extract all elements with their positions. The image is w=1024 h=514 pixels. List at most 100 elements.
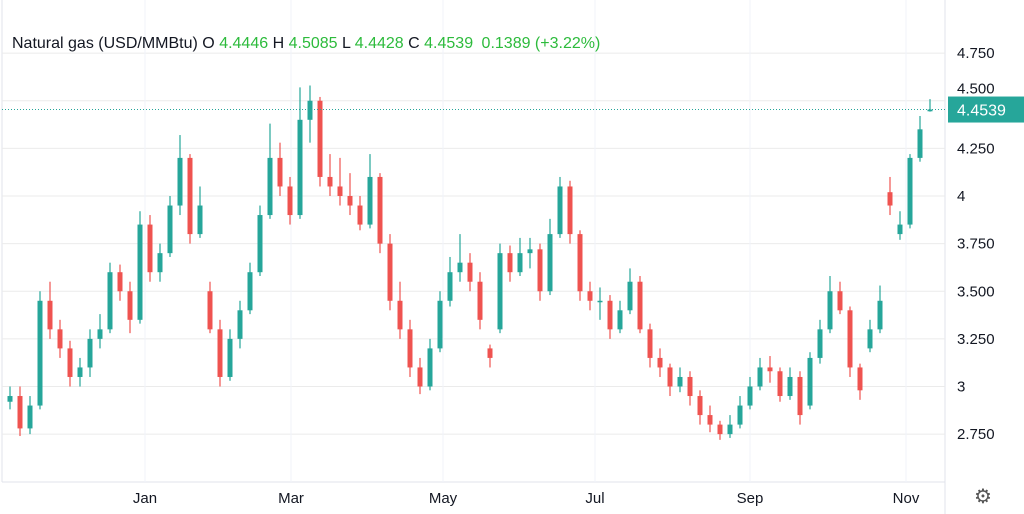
candle-down (667, 367, 673, 387)
candle-up (917, 129, 923, 158)
candle-up (37, 300, 43, 406)
candle-down (357, 205, 363, 225)
candle-down (287, 186, 293, 216)
candle-down (417, 367, 423, 387)
candle-up (237, 310, 243, 339)
candle-up (867, 329, 873, 349)
y-tick-label: 3.250 (957, 331, 995, 348)
candle-up (757, 367, 763, 387)
candle-down (697, 396, 703, 416)
candle-down (767, 367, 773, 372)
legend-high: 4.5085 (288, 35, 338, 52)
candle-up (927, 109, 933, 112)
last-price-badge (948, 96, 1024, 123)
candle-up (807, 357, 813, 406)
candle-down (337, 186, 343, 196)
legend-low-label: L (341, 35, 351, 52)
candle-up (267, 157, 273, 216)
candle-up (367, 176, 373, 225)
candle-down (277, 157, 283, 187)
candle-up (557, 186, 563, 235)
candle-down (847, 310, 853, 368)
candle-up (817, 329, 823, 358)
candle-down (57, 329, 63, 349)
candle-down (127, 291, 133, 320)
candle-up (747, 386, 753, 406)
candle-down (347, 196, 353, 206)
x-tick-label: May (429, 490, 458, 507)
candle-down (647, 329, 653, 358)
candle-up (497, 253, 503, 330)
candle-down (577, 234, 583, 292)
candle-down (217, 329, 223, 377)
legend-open-label: O (202, 35, 215, 52)
x-tick-label: Jan (133, 490, 157, 507)
candle-up (447, 272, 453, 301)
candle-up (457, 262, 463, 273)
legend-low: 4.4428 (354, 35, 404, 52)
legend-open: 4.4446 (219, 35, 269, 52)
candle-down (887, 192, 893, 206)
candle-down (207, 291, 213, 330)
candle-up (7, 396, 13, 402)
last-price-label: 4.4539 (957, 103, 1006, 120)
candle-up (437, 300, 443, 349)
candle-up (257, 215, 263, 273)
y-tick-label: 3 (957, 379, 965, 396)
candle-up (547, 234, 553, 292)
candle-down (537, 249, 543, 292)
candle-down (487, 348, 493, 358)
candle-down (147, 224, 153, 273)
candle-down (657, 357, 663, 368)
candle-up (427, 348, 433, 387)
candle-up (297, 119, 303, 216)
candle-down (637, 281, 643, 330)
candle-down (837, 291, 843, 311)
candle-up (787, 376, 793, 397)
candle-up (87, 338, 93, 368)
candle-up (167, 205, 173, 254)
x-tick-label: Jul (585, 490, 604, 507)
candle-down (397, 300, 403, 330)
candle-down (777, 371, 783, 397)
candle-down (317, 100, 323, 177)
legend-close-label: C (408, 35, 420, 52)
candle-down (707, 415, 713, 425)
candle-down (717, 424, 723, 435)
candle-up (597, 300, 603, 303)
candle-down (507, 253, 513, 273)
candle-down (67, 348, 73, 377)
candle-down (477, 281, 483, 320)
candle-down (797, 376, 803, 416)
candle-down (587, 291, 593, 301)
candle-up (827, 291, 833, 330)
legend-change: 0.1389 (+3.22%) (481, 35, 601, 52)
candle-up (907, 157, 913, 225)
y-tick-label: 3.500 (957, 283, 995, 300)
candle-up (247, 272, 253, 311)
y-tick-label: 4 (957, 188, 965, 205)
candle-up (737, 405, 743, 425)
candle-down (567, 186, 573, 235)
legend-symbol: Natural gas (USD/MMBtu) (12, 35, 198, 52)
candle-up (137, 224, 143, 320)
candle-up (627, 281, 633, 311)
legend-high-label: H (272, 35, 285, 52)
candle-up (897, 224, 903, 235)
candle-down (467, 262, 473, 282)
candle-down (117, 272, 123, 292)
candle-up (227, 338, 233, 377)
x-tick-label: Sep (737, 490, 764, 507)
candle-up (727, 424, 733, 435)
candle-down (47, 300, 53, 330)
chart-legend: Natural gas (USD/MMBtu) O 4.4446 H 4.508… (12, 35, 600, 53)
candle-down (857, 367, 863, 391)
candle-up (677, 376, 683, 387)
candle-down (377, 176, 383, 244)
candle-down (387, 243, 393, 301)
candle-down (687, 376, 693, 397)
candle-up (527, 249, 533, 254)
gear-icon[interactable]: ⚙ (974, 486, 992, 508)
legend-close: 4.4539 (424, 35, 474, 52)
